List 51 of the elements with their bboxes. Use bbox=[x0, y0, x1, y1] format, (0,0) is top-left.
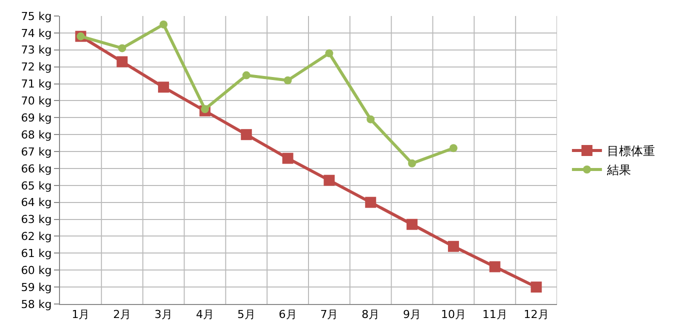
y-tick-label: 60 kg bbox=[20, 264, 52, 277]
x-tick-label: 11月 bbox=[482, 308, 508, 322]
point bbox=[240, 129, 252, 140]
x-tick-label: 10月 bbox=[440, 308, 466, 322]
y-tick-label: 68 kg bbox=[20, 128, 52, 142]
point bbox=[284, 76, 292, 84]
point bbox=[200, 105, 209, 114]
y-tick-label: 62 kg bbox=[20, 230, 52, 244]
y-tick-label: 61 kg bbox=[20, 247, 52, 260]
point bbox=[118, 44, 126, 52]
x-tick-label: 2月 bbox=[113, 308, 132, 322]
legend-label: 目標体重 bbox=[606, 144, 655, 158]
y-tick-label: 72 kg bbox=[20, 60, 52, 74]
point bbox=[366, 115, 375, 124]
point bbox=[116, 56, 128, 68]
x-tick-label: 9月 bbox=[403, 308, 422, 322]
y-tick-label: 58 kg bbox=[20, 298, 52, 311]
x-tick-label: 1月 bbox=[72, 308, 90, 322]
point bbox=[282, 152, 294, 164]
x-tick-label: 4月 bbox=[196, 308, 214, 322]
y-tick-label: 75 kg bbox=[20, 10, 52, 23]
y-tick-label: 67 kg bbox=[20, 145, 52, 158]
point bbox=[448, 240, 459, 252]
x-tick-label: 3月 bbox=[154, 308, 173, 322]
point bbox=[406, 218, 418, 230]
point bbox=[365, 196, 376, 208]
point bbox=[408, 159, 416, 168]
y-tick-label: 69 kg bbox=[20, 112, 52, 124]
point bbox=[160, 20, 168, 28]
point bbox=[325, 49, 334, 58]
x-tick-label: 7月 bbox=[320, 308, 338, 322]
y-tick-label: 71 kg bbox=[20, 78, 52, 91]
y-tick-label: 73 kg bbox=[20, 44, 52, 57]
point bbox=[489, 261, 500, 272]
y-tick-label: 70 kg bbox=[20, 94, 52, 108]
point bbox=[449, 144, 458, 152]
y-tick-label: 66 kg bbox=[20, 162, 52, 176]
y-tick-label: 63 kg bbox=[20, 213, 52, 226]
x-tick-label: 6月 bbox=[278, 308, 297, 322]
point bbox=[324, 174, 335, 186]
y-tick-label: 64 kg bbox=[20, 196, 52, 210]
x-tick-label: 8月 bbox=[362, 308, 380, 322]
point bbox=[158, 82, 170, 93]
y-tick-label: 65 kg bbox=[20, 179, 52, 192]
point bbox=[530, 282, 542, 293]
x-tick-label: 5月 bbox=[237, 308, 256, 322]
x-tick-label: 12月 bbox=[524, 308, 549, 322]
y-tick-label: 59 kg bbox=[20, 280, 52, 294]
legend-label: 結果 bbox=[606, 163, 631, 178]
point bbox=[242, 71, 250, 80]
y-tick-label: 74 kg bbox=[20, 26, 52, 40]
